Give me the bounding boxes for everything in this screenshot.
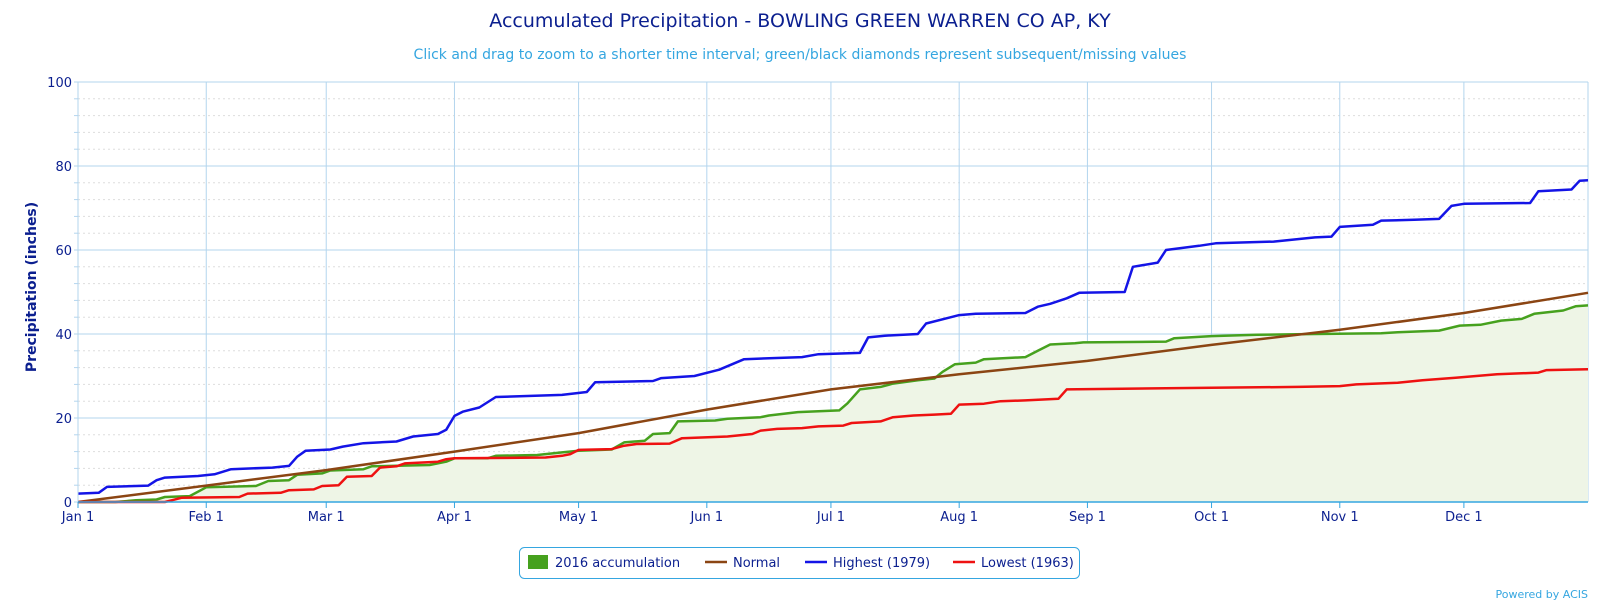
x-tick-label: Jun 1 <box>689 510 723 525</box>
y-tick-label: 20 <box>55 412 72 427</box>
x-tick-label: Oct 1 <box>1194 510 1229 525</box>
legend-symbol-2016 <box>528 555 548 569</box>
series-2016-accumulation-line[interactable] <box>78 304 1589 504</box>
y-tick-label: 40 <box>55 328 72 343</box>
legend-label-highest: Highest (1979) <box>833 556 930 571</box>
plot-area[interactable] <box>77 179 1589 504</box>
legend: 2016 accumulation Normal Highest (1979) … <box>519 547 1080 579</box>
x-tick-label: Jan 1 <box>61 510 94 525</box>
x-tick-label: Jul 1 <box>816 510 845 525</box>
chart-title: Accumulated Precipitation - BOWLING GREE… <box>489 10 1111 32</box>
x-tick-label: May 1 <box>559 510 598 525</box>
y-tick-label: 80 <box>55 160 72 175</box>
x-tick-label: Apr 1 <box>437 510 472 525</box>
legend-label-2016: 2016 accumulation <box>555 556 680 571</box>
y-tick-label: 100 <box>47 76 72 91</box>
legend-label-lowest: Lowest (1963) <box>981 556 1074 571</box>
y-tick-label: 60 <box>55 244 72 259</box>
credit-link[interactable]: Powered by ACIS <box>1496 588 1589 601</box>
series-highest-1979-line[interactable] <box>77 179 1589 495</box>
series-normal-line[interactable] <box>77 291 1589 504</box>
series-2016-area <box>78 305 1588 502</box>
legend-item-2016-accumulation[interactable]: 2016 accumulation <box>528 555 680 571</box>
chart-subtitle: Click and drag to zoom to a shorter time… <box>414 47 1187 63</box>
accumulation-area <box>78 305 1588 502</box>
y-axis-label: Precipitation (inches) <box>24 202 40 372</box>
x-tick-label: Feb 1 <box>189 510 224 525</box>
axes: 0 20 40 60 80 100 Jan 1 Feb 1 Mar 1 Apr 1 May 1 Jun… <box>47 76 1588 525</box>
x-tick-label: Nov 1 <box>1321 510 1359 525</box>
series-lowest-1963-line[interactable] <box>78 368 1589 504</box>
x-tick-label: Mar 1 <box>308 510 345 525</box>
legend-item-normal[interactable]: Normal <box>705 556 780 571</box>
legend-box <box>519 547 1080 579</box>
x-tick-label: Aug 1 <box>940 510 978 525</box>
legend-item-highest[interactable]: Highest (1979) <box>805 556 930 571</box>
y-tick-label: 0 <box>64 496 72 511</box>
legend-label-normal: Normal <box>733 556 780 571</box>
x-tick-label: Sep 1 <box>1069 510 1106 525</box>
x-tick-label: Dec 1 <box>1445 510 1483 525</box>
legend-item-lowest[interactable]: Lowest (1963) <box>953 556 1074 571</box>
